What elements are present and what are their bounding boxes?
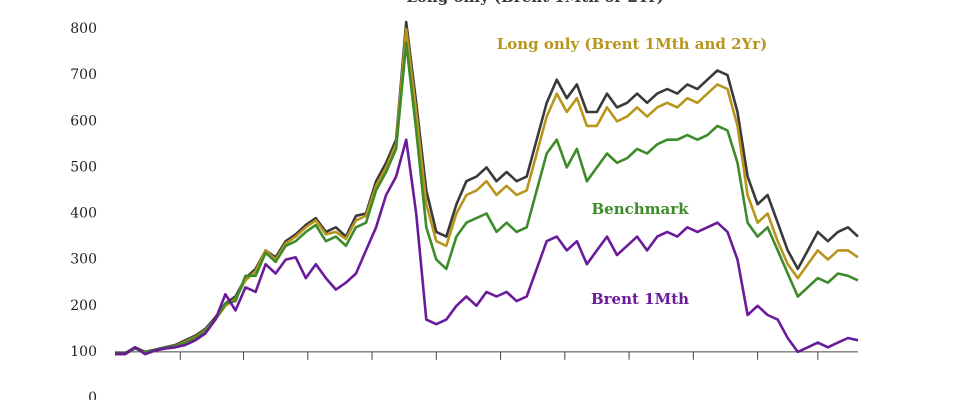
series-label: Long only (Brent 1Mth or 2Yr) [406,0,663,6]
y-tick-label: 300 [70,252,97,268]
series-label: Brent 1Mth [591,290,689,308]
series-label: Long only (Brent 1Mth and 2Yr) [497,35,768,53]
y-tick-label: 800 [70,21,97,37]
y-tick-label: 0 [88,390,97,400]
series-label: Benchmark [591,200,689,218]
y-tick-label: 400 [70,206,97,222]
y-tick-label: 200 [70,298,97,314]
y-tick-label: 600 [70,113,97,129]
y-tick-label: 700 [70,67,97,83]
series-line [115,138,859,356]
y-tick-label: 100 [70,344,97,360]
series-line [115,41,859,356]
y-tick-label: 500 [70,159,97,175]
